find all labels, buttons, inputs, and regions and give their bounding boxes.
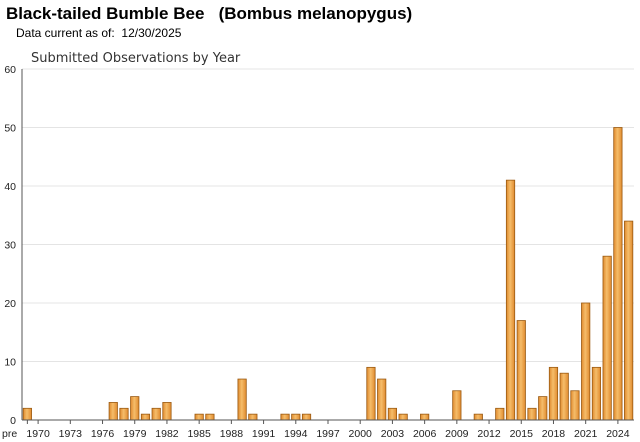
data-current-as-of: Data current as of: 12/30/2025 [16,26,181,40]
x-tick-label: pre [2,428,17,440]
bar [140,413,151,421]
bar [22,407,32,421]
bar [162,402,172,421]
bar [280,413,290,421]
x-tick-label: 1991 [252,428,276,440]
bar [452,390,462,421]
bar [538,396,548,421]
bar [248,413,258,421]
y-tick-label: 20 [4,298,16,310]
y-tick-label: 60 [4,64,16,76]
y-tick-label: 40 [4,181,16,193]
bar [237,378,247,421]
y-tick-label: 10 [4,357,16,369]
y-tick-label: 50 [4,123,16,135]
bar [387,407,398,421]
bar [119,407,129,421]
bar [613,127,623,421]
bar [602,255,612,421]
bar [366,366,376,421]
x-tick-label: 1982 [155,428,179,440]
x-tick-label: 1973 [59,428,83,440]
bar [420,413,430,421]
x-tick-label: 2009 [445,428,469,440]
bar [377,378,387,421]
data-current-label: Data current as of: [16,26,115,40]
bar [624,220,634,421]
bar [291,413,301,421]
bar [527,407,537,421]
x-tick-label: 1985 [187,428,211,440]
bar [398,413,408,421]
bar [591,366,602,421]
bar [130,396,140,421]
bar [516,320,526,421]
x-tick-label: 2021 [574,428,598,440]
x-tick-label: 1988 [220,428,244,440]
bar [205,413,215,421]
x-tick-label: 2024 [606,428,630,440]
y-tick-label: 30 [4,240,16,252]
chart-title: Submitted Observations by Year [31,51,241,66]
species-title: Black-tailed Bumble Bee (Bombus melanopy… [6,4,413,23]
x-tick-label: 2012 [477,428,501,440]
x-tick-label: 2006 [413,428,437,440]
x-tick-label: 1994 [284,428,308,440]
bar [570,390,580,421]
bar [301,413,312,421]
y-axis-ticks: 0 10 20 30 40 50 60 [4,64,16,427]
x-axis-ticks: pre 1970 1973 1976 1979 1982 1985 1988 1991 1994 1… [2,420,630,440]
bar [505,179,516,421]
x-tick-label: 2015 [510,428,534,440]
bar [194,413,204,421]
bar [473,413,483,421]
x-tick-label: 2000 [349,428,373,440]
data-current-date: 12/30/2025 [121,26,182,40]
x-tick-label: 1976 [91,428,115,440]
gridlines [22,68,634,362]
x-tick-label: 1970 [26,428,50,440]
bar [559,372,569,421]
x-tick-label: 1997 [316,428,340,440]
x-tick-label: 1979 [123,428,147,440]
x-tick-label: 2018 [542,428,566,440]
bar [495,407,505,421]
bar [151,407,161,421]
x-tick-label: 2003 [381,428,405,440]
bar [548,366,559,421]
bar [581,302,591,421]
bars [22,127,634,421]
bar [108,402,118,421]
y-tick-label: 0 [10,415,16,427]
